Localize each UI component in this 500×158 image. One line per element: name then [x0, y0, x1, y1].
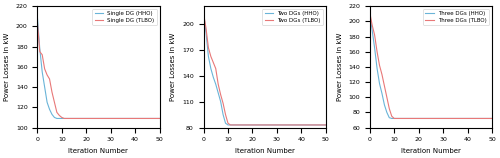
Y-axis label: Power Losses in kW: Power Losses in kW	[170, 33, 176, 101]
X-axis label: Iteration Number: Iteration Number	[68, 148, 128, 154]
X-axis label: Iteration Number: Iteration Number	[401, 148, 461, 154]
Y-axis label: Power Losses in kW: Power Losses in kW	[336, 33, 342, 101]
Legend: Single DG (HHO), Single DG (TLBO): Single DG (HHO), Single DG (TLBO)	[92, 9, 157, 25]
X-axis label: Iteration Number: Iteration Number	[234, 148, 294, 154]
Legend: Three DGs (HHO), Three DGs (TLBO): Three DGs (HHO), Three DGs (TLBO)	[423, 9, 489, 25]
Legend: Two DGs (HHO), Two DGs (TLBO): Two DGs (HHO), Two DGs (TLBO)	[262, 9, 323, 25]
Y-axis label: Power Losses in kW: Power Losses in kW	[4, 33, 10, 101]
